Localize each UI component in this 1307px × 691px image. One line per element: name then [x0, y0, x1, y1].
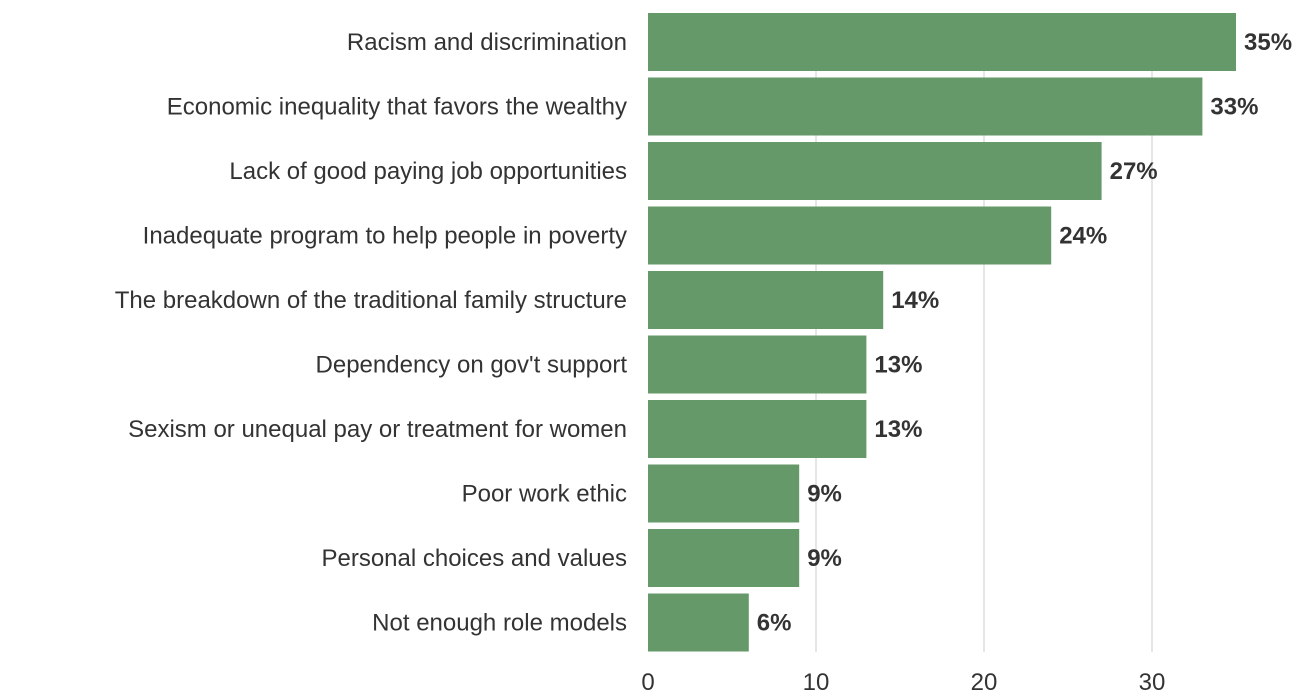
category-label: Inadequate program to help people in pov…	[143, 223, 627, 250]
x-tick-label: 30	[1139, 669, 1166, 691]
bar	[648, 77, 1203, 136]
bar	[648, 529, 800, 587]
category-label: Economic inequality that favors the weal…	[167, 94, 627, 121]
value-label: 33%	[1210, 94, 1258, 121]
x-tick-label: 10	[803, 669, 830, 691]
category-labels: Racism and discrimination Economic inequa…	[115, 29, 628, 637]
category-label: Personal choices and values	[321, 545, 627, 572]
bar	[648, 206, 1052, 265]
bars	[648, 13, 1236, 652]
value-label: 24%	[1059, 223, 1107, 250]
category-label: Not enough role models	[372, 610, 627, 637]
category-label: Poor work ethic	[462, 481, 627, 508]
x-axis-ticks: 0 10 20 30	[641, 669, 1165, 691]
category-label: The breakdown of the traditional family …	[115, 287, 627, 314]
bar	[648, 271, 884, 329]
category-label: Racism and discrimination	[347, 29, 627, 56]
value-label: 35%	[1244, 29, 1292, 56]
value-labels: 35% 33% 27% 24% 14% 13% 13% 9% 9% 6%	[757, 29, 1292, 637]
bar	[648, 593, 749, 652]
category-label: Sexism or unequal pay or treatment for w…	[128, 416, 627, 443]
bar	[648, 142, 1102, 200]
x-tick-label: 20	[971, 669, 998, 691]
value-label: 27%	[1110, 158, 1158, 185]
x-tick-label: 0	[641, 669, 654, 691]
category-label: Lack of good paying job opportunities	[229, 158, 627, 185]
bar	[648, 400, 867, 458]
bar	[648, 464, 800, 523]
value-label: 9%	[807, 481, 842, 508]
bar	[648, 13, 1236, 71]
value-label: 14%	[891, 287, 939, 314]
value-label: 9%	[807, 545, 842, 572]
value-label: 13%	[874, 416, 922, 443]
category-label: Dependency on gov't support	[316, 352, 628, 379]
bar	[648, 335, 867, 394]
value-label: 6%	[757, 610, 792, 637]
value-label: 13%	[874, 352, 922, 379]
